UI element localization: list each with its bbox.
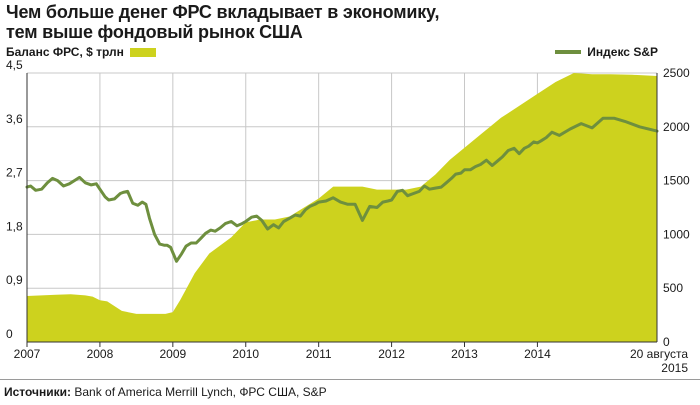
legend-balance-swatch: [129, 47, 156, 57]
legend-balance: Баланс ФРС, $ трлн: [6, 45, 156, 59]
balance-area-layer: [27, 73, 657, 342]
x-tick-label: 2012: [378, 347, 405, 361]
source-label: Источники:: [4, 385, 72, 399]
y-left-tick-label: 0,9: [6, 273, 23, 287]
sp-line-layer: [25, 116, 659, 263]
y-left-tick-label: 3,6: [6, 112, 23, 126]
y-right-tick-label: 1000: [663, 227, 690, 241]
y-left-tick-label: 1,8: [6, 219, 23, 233]
tick-labels: 0 0 0,9 500 1,8 1000 2,7 1500 3,6 2000 4,5 2500 2007…: [6, 58, 690, 375]
y-right-tick-label: 1500: [663, 174, 690, 188]
chart-title-line-1: Чем больше денег ФРС вкладывает в эконом…: [6, 2, 440, 22]
legend-balance-label: Баланс ФРС, $ трлн: [6, 45, 124, 59]
x-tick-label: 2013: [451, 347, 478, 361]
x-tick-label-end: 20 августа: [630, 347, 688, 361]
y-right-tick-label: 500: [663, 281, 683, 295]
source-divider: [0, 379, 700, 380]
legend-sp-swatch: [555, 50, 582, 54]
x-tick-label-end: 2015: [661, 361, 688, 375]
x-tick-label: 2010: [232, 347, 259, 361]
legend-sp: Индекс S&P: [555, 45, 658, 59]
x-tick-label: 2007: [14, 347, 41, 361]
y-right-tick-label: 0: [663, 335, 670, 349]
y-left-tick-label: 0: [6, 327, 13, 341]
balance-area: [27, 73, 657, 342]
legend-sp-label: Индекс S&P: [587, 45, 658, 59]
source-note: Источники: Bank of America Merrill Lynch…: [4, 385, 327, 399]
y-left-tick-label: 2,7: [6, 166, 23, 180]
x-tick-label: 2014: [524, 347, 551, 361]
chart-title-line-2: тем выше фондовый рынок США: [6, 22, 303, 42]
y-right-tick-label: 2000: [663, 120, 690, 134]
y-left-tick-label: 4,5: [6, 58, 23, 72]
chart-title: Чем больше денег ФРС вкладывает в эконом…: [6, 2, 696, 42]
x-tick-label: 2008: [87, 347, 114, 361]
axes: [26, 73, 658, 347]
x-tick-label: 2011: [306, 347, 332, 361]
y-right-tick-label: 2500: [663, 66, 690, 80]
sp-line: [25, 116, 659, 263]
x-tick-label: 2009: [159, 347, 186, 361]
source-text: Bank of America Merrill Lynch, ФРС США, …: [71, 385, 327, 399]
